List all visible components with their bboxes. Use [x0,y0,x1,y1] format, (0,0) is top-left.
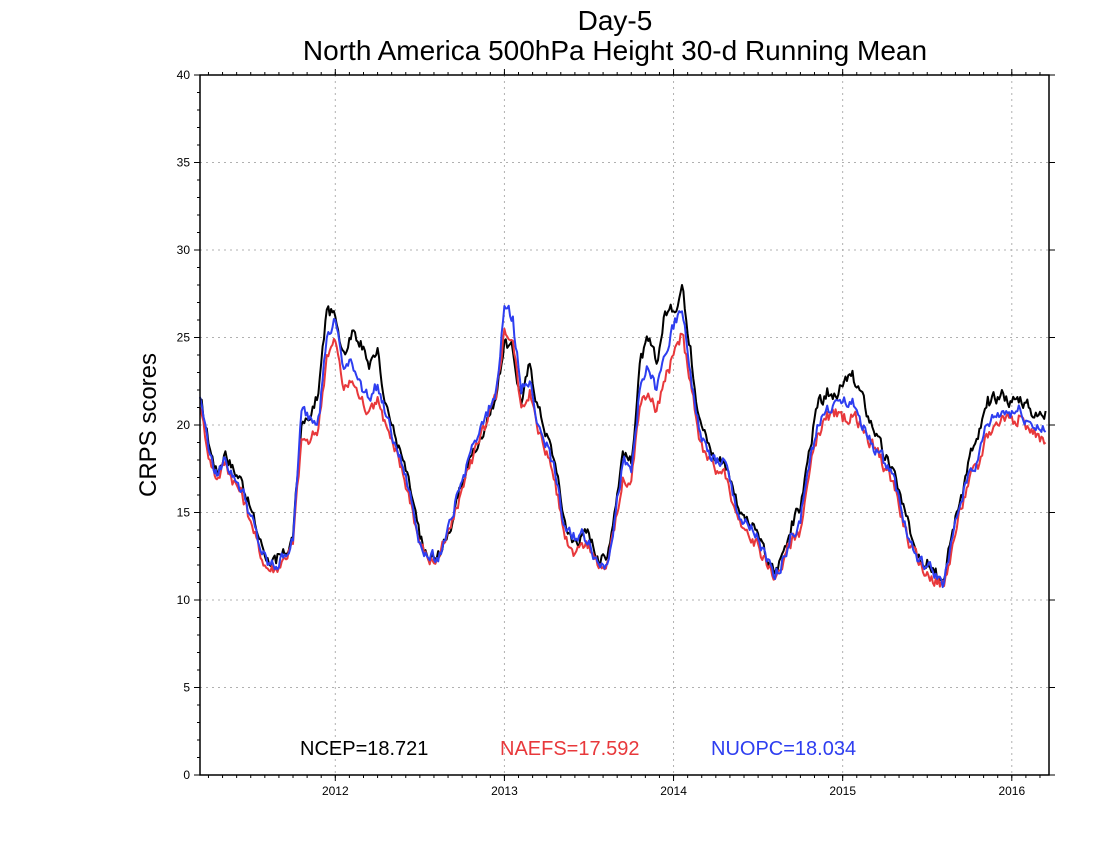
y-tick-label: 40 [177,68,191,82]
tick-labels: 0 5 10 15 20 25 30 35 40 2012 2013 2014 2015 2016 [177,68,1026,798]
x-tick-label: 2012 [322,784,349,798]
series-lines [199,284,1047,589]
y-tick-label: 25 [177,331,191,345]
y-tick-label: 5 [183,681,190,695]
series-line-ncep [199,284,1047,584]
y-tick-label: 20 [177,418,191,432]
y-axis-label: CRPS scores [135,353,162,497]
legend-naefs-mean: NAEFS=17.592 [500,738,640,760]
series-line-nuopc [199,304,1047,589]
axis-ticks [194,69,1055,781]
y-tick-label: 30 [177,243,191,257]
y-tick-label: 0 [183,768,190,782]
x-tick-label: 2013 [491,784,518,798]
x-tick-label: 2014 [660,784,687,798]
chart-subtitle: North America 500hPa Height 30-d Running… [303,35,927,66]
y-tick-label: 35 [177,156,191,170]
grid [200,75,1049,775]
legend-nuopc-mean: NUOPC=18.034 [711,738,856,760]
x-tick-label: 2016 [998,784,1025,798]
x-tick-label: 2015 [829,784,856,798]
y-tick-label: 15 [177,506,191,520]
legend: NCEP=18.721 NAEFS=17.592 NUOPC=18.034 [300,738,856,760]
legend-ncep-mean: NCEP=18.721 [300,738,428,760]
chart-title: Day-5 [578,5,653,36]
y-tick-label: 10 [177,593,191,607]
